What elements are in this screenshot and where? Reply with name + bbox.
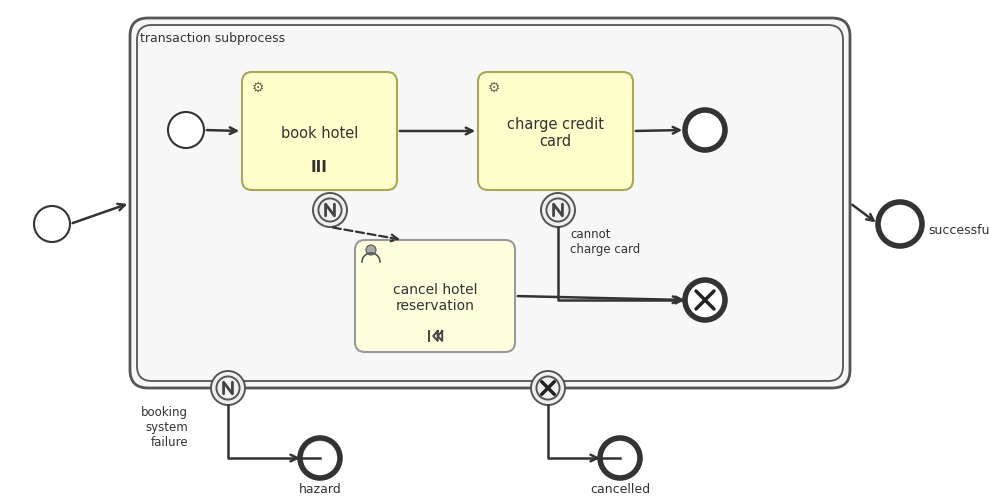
Text: transaction subprocess: transaction subprocess (140, 32, 285, 45)
Text: hazard: hazard (299, 483, 341, 496)
Text: booking
system
failure: booking system failure (141, 406, 188, 449)
Circle shape (541, 193, 575, 227)
Circle shape (313, 193, 347, 227)
Circle shape (531, 371, 565, 405)
Circle shape (685, 110, 725, 150)
Circle shape (685, 280, 725, 320)
Circle shape (34, 206, 70, 242)
Text: III: III (312, 161, 328, 175)
Circle shape (600, 438, 640, 478)
FancyBboxPatch shape (478, 72, 633, 190)
FancyBboxPatch shape (130, 18, 850, 388)
Text: charge credit
card: charge credit card (507, 117, 604, 149)
Text: cancelled: cancelled (589, 483, 650, 496)
Text: cancel hotel
reservation: cancel hotel reservation (393, 283, 478, 313)
Circle shape (168, 112, 204, 148)
FancyBboxPatch shape (355, 240, 515, 352)
Text: successful: successful (928, 224, 989, 237)
Circle shape (366, 245, 376, 255)
Text: ⚙: ⚙ (252, 81, 264, 95)
Circle shape (878, 202, 922, 246)
Text: book hotel: book hotel (281, 126, 358, 141)
Circle shape (211, 371, 245, 405)
Circle shape (300, 438, 340, 478)
FancyBboxPatch shape (242, 72, 397, 190)
Text: cannot
charge card: cannot charge card (570, 228, 640, 256)
Text: ⚙: ⚙ (488, 81, 500, 95)
